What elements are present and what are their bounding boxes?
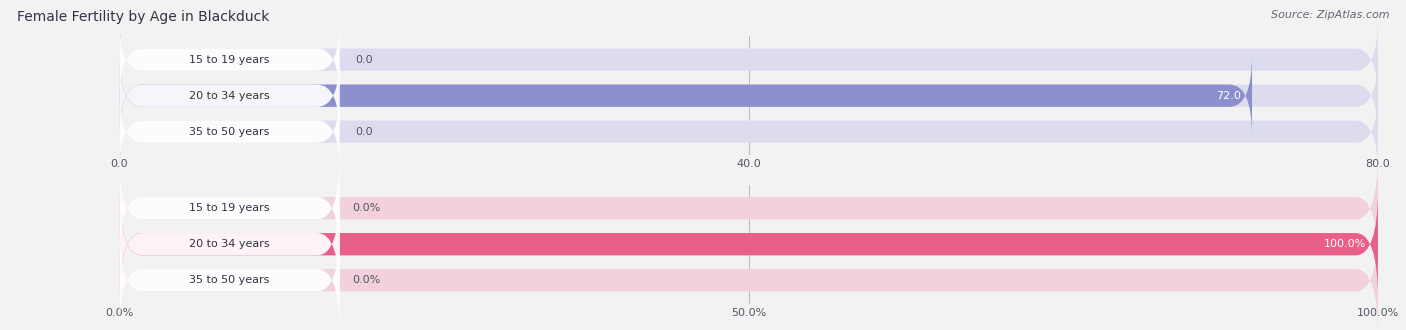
- Text: 0.0: 0.0: [356, 55, 373, 65]
- Text: Source: ZipAtlas.com: Source: ZipAtlas.com: [1271, 10, 1389, 20]
- FancyBboxPatch shape: [120, 190, 1378, 298]
- FancyBboxPatch shape: [120, 154, 340, 262]
- Text: 72.0: 72.0: [1216, 91, 1240, 101]
- Text: Female Fertility by Age in Blackduck: Female Fertility by Age in Blackduck: [17, 10, 269, 24]
- Text: 0.0: 0.0: [356, 127, 373, 137]
- FancyBboxPatch shape: [120, 55, 340, 136]
- FancyBboxPatch shape: [120, 19, 1378, 100]
- Text: 20 to 34 years: 20 to 34 years: [190, 239, 270, 249]
- FancyBboxPatch shape: [120, 55, 1251, 136]
- Text: 35 to 50 years: 35 to 50 years: [190, 275, 270, 285]
- Text: 20 to 34 years: 20 to 34 years: [190, 91, 270, 101]
- FancyBboxPatch shape: [120, 227, 1378, 330]
- Text: 0.0%: 0.0%: [353, 275, 381, 285]
- Text: 35 to 50 years: 35 to 50 years: [190, 127, 270, 137]
- FancyBboxPatch shape: [120, 190, 340, 298]
- FancyBboxPatch shape: [120, 91, 1378, 172]
- Text: 15 to 19 years: 15 to 19 years: [190, 203, 270, 213]
- Text: 100.0%: 100.0%: [1324, 239, 1367, 249]
- FancyBboxPatch shape: [120, 91, 340, 172]
- Text: 15 to 19 years: 15 to 19 years: [190, 55, 270, 65]
- FancyBboxPatch shape: [120, 55, 1378, 136]
- FancyBboxPatch shape: [120, 19, 340, 100]
- FancyBboxPatch shape: [120, 227, 340, 330]
- FancyBboxPatch shape: [120, 154, 1378, 262]
- FancyBboxPatch shape: [120, 190, 1378, 298]
- Text: 0.0%: 0.0%: [353, 203, 381, 213]
